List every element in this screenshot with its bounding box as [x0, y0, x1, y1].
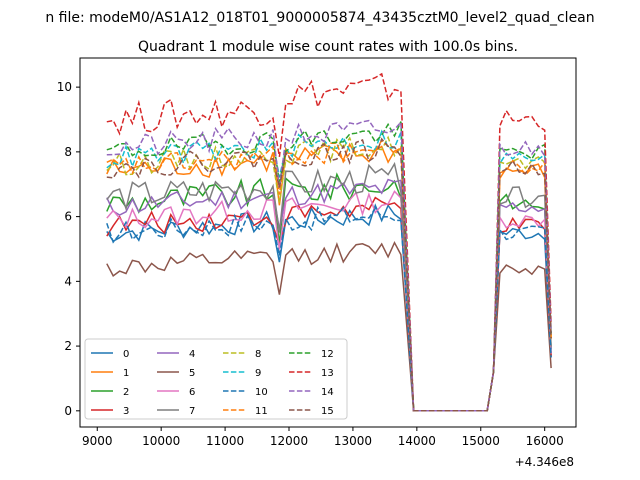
legend-label-4: 4 — [189, 349, 195, 360]
series-line-13 — [106, 72, 552, 412]
series-layer — [106, 72, 552, 412]
legend-label-12: 12 — [321, 349, 334, 360]
x-tick-label: 16000 — [526, 434, 564, 448]
legend-label-15: 15 — [321, 406, 334, 417]
chart-title: Quadrant 1 module wise count rates with … — [138, 39, 518, 55]
y-tick-label: 2 — [64, 339, 72, 353]
x-tick-label: 9000 — [82, 434, 113, 448]
series-line-11 — [106, 139, 552, 412]
x-tick-label: 15000 — [462, 434, 500, 448]
legend-label-10: 10 — [255, 387, 268, 398]
series-line-10 — [106, 205, 552, 412]
legend-label-2: 2 — [123, 387, 129, 398]
legend-label-6: 6 — [189, 387, 195, 398]
legend-label-8: 8 — [255, 349, 261, 360]
legend-label-14: 14 — [321, 387, 334, 398]
figure-suptitle: n file: modeM0/AS1A12_018T01_9000005874_… — [45, 10, 594, 26]
legend-label-7: 7 — [189, 406, 195, 417]
legend-label-1: 1 — [123, 368, 129, 379]
legend-label-0: 0 — [123, 349, 129, 360]
y-tick-label: 10 — [57, 80, 72, 94]
legend-label-3: 3 — [123, 406, 129, 417]
x-tick-label: 14000 — [398, 434, 436, 448]
y-tick-label: 0 — [64, 404, 72, 418]
legend-label-9: 9 — [255, 368, 261, 379]
axes-frame — [79, 57, 577, 428]
legend-label-5: 5 — [189, 368, 195, 379]
x-offset-label: +4.346e8 — [515, 455, 574, 469]
x-tick-label: 12000 — [270, 434, 308, 448]
y-tick-label: 8 — [64, 145, 72, 159]
y-tick-label: 6 — [64, 210, 72, 224]
series-line-14 — [106, 119, 552, 412]
x-axis: 9000 10000 11000 12000 13000 14000 15000 16000 — [82, 427, 564, 448]
legend-box — [84, 338, 348, 420]
legend-label-11: 11 — [255, 406, 268, 417]
x-tick-label: 10000 — [142, 434, 180, 448]
x-tick-label: 11000 — [206, 434, 244, 448]
series-line-15 — [106, 137, 552, 412]
legend-label-13: 13 — [321, 368, 334, 379]
x-tick-label: 13000 — [334, 434, 372, 448]
y-axis: 0 2 4 6 8 10 — [57, 80, 80, 418]
y-tick-label: 4 — [64, 274, 72, 288]
